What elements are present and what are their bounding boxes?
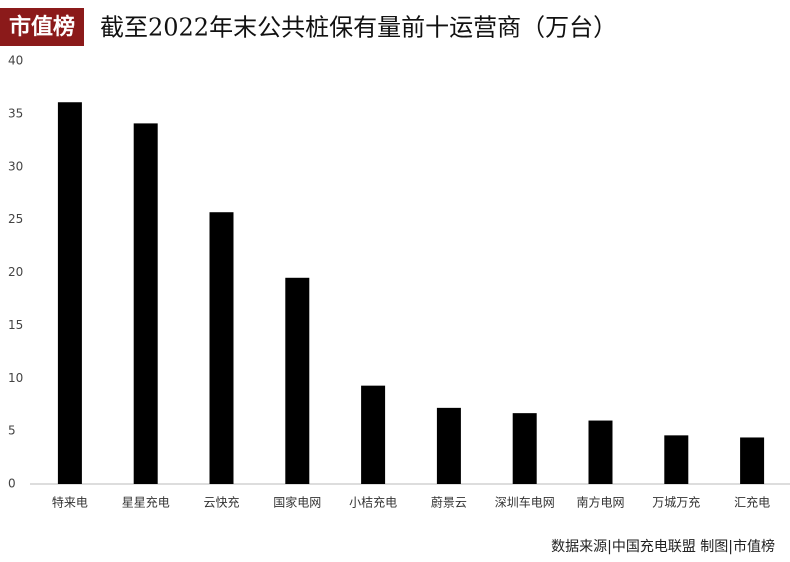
- bar: [133, 123, 158, 484]
- logo-box: [0, 8, 84, 46]
- bar: [285, 277, 310, 484]
- y-tick-label: 15: [8, 318, 23, 332]
- y-tick-label: 35: [8, 106, 23, 120]
- y-tick-label: 40: [8, 54, 23, 68]
- bar: [664, 435, 689, 484]
- bar: [740, 437, 765, 484]
- x-tick-label: 汇充电: [734, 495, 770, 510]
- x-tick-label: 蔚景云: [431, 496, 467, 510]
- bar: [209, 212, 234, 484]
- x-tick-label: 小桔充电: [349, 495, 397, 510]
- logo: 市值榜: [9, 14, 75, 40]
- x-tick-label: 星星充电: [122, 495, 170, 510]
- bar: [588, 420, 613, 484]
- bar: [512, 413, 537, 484]
- chart-title: 截至2022年末公共桩保有量前十运营商（万台）: [100, 14, 617, 42]
- x-tick-label: 云快充: [203, 495, 239, 510]
- bar: [57, 102, 82, 485]
- x-tick-label: 南方电网: [576, 495, 624, 510]
- y-tick-label: 30: [8, 159, 23, 173]
- x-tick-label: 特来电: [52, 495, 88, 510]
- y-tick-label: 0: [8, 477, 16, 491]
- y-tick-label: 5: [8, 424, 16, 438]
- x-tick-label: 万城万充: [652, 495, 700, 510]
- bar: [436, 407, 461, 484]
- x-tick-label: 国家电网: [273, 495, 321, 510]
- source: 数据来源|中国充电联盟 制图|市值榜: [551, 538, 775, 555]
- y-tick-label: 25: [8, 212, 23, 226]
- bar: [361, 385, 386, 484]
- y-tick-label: 20: [8, 265, 23, 279]
- x-tick-label: 深圳车电网: [495, 495, 555, 510]
- y-tick-label: 10: [8, 371, 23, 385]
